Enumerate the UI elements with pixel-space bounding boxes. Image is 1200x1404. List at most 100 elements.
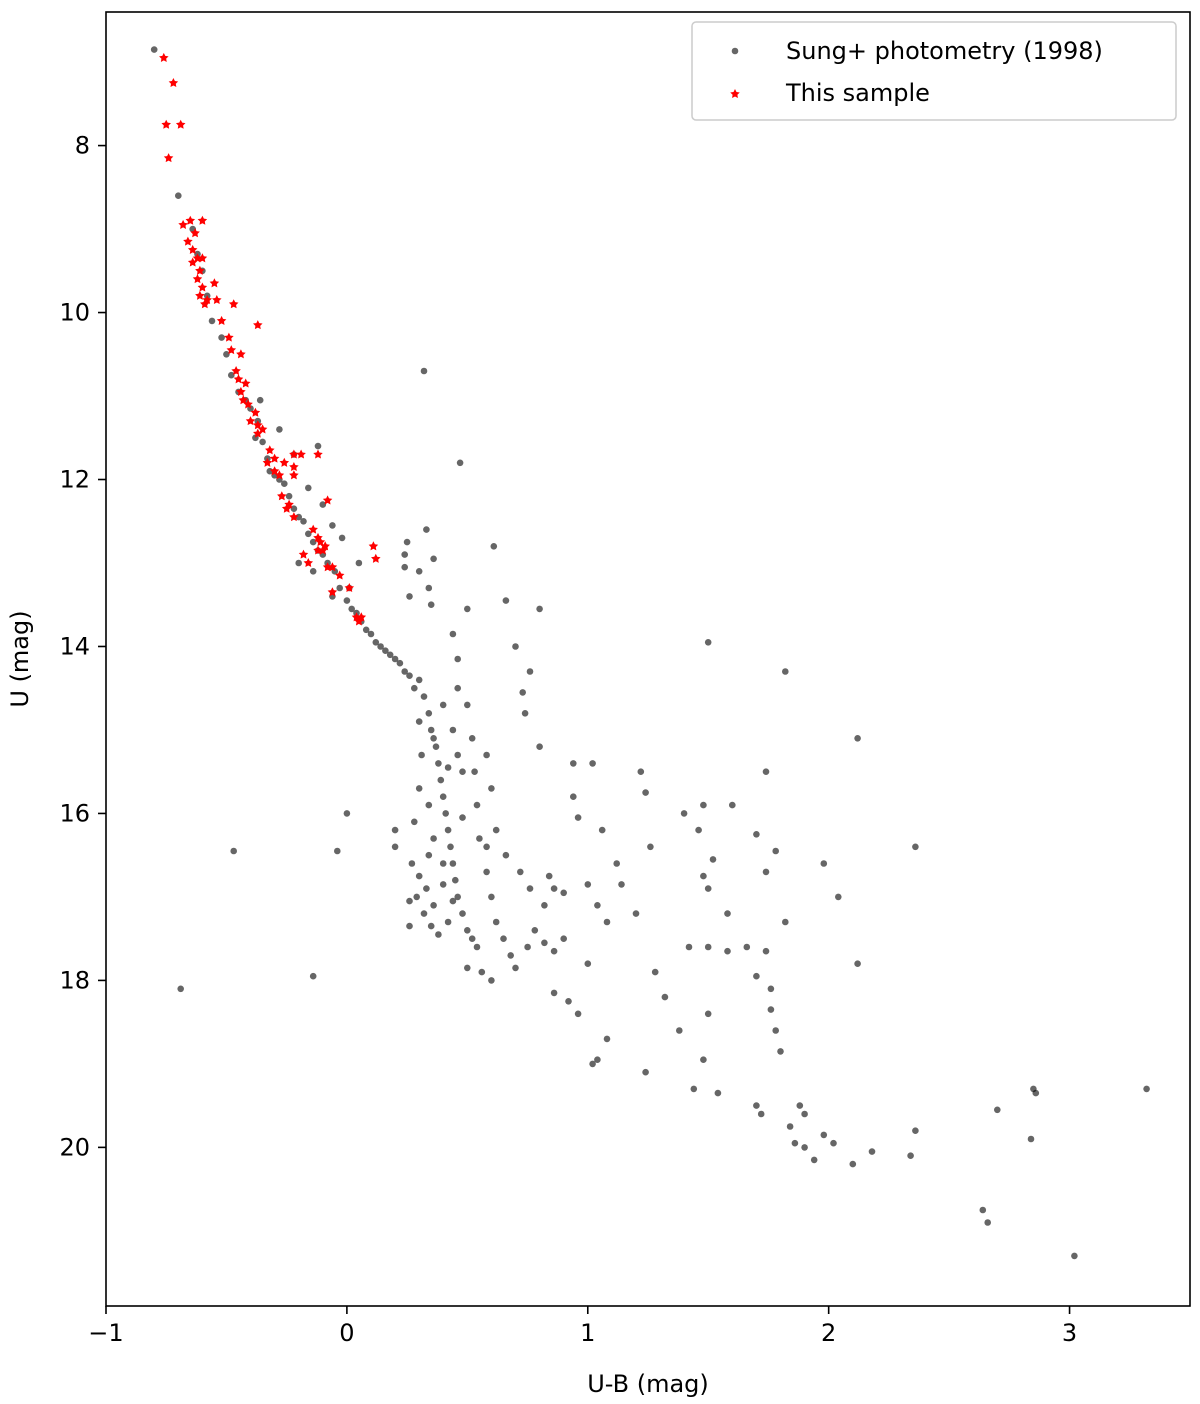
photometry-point — [488, 785, 495, 792]
sample-star-point — [262, 457, 273, 467]
photometry-point — [478, 968, 486, 976]
photometry-point — [536, 743, 543, 750]
photometry-point — [979, 1206, 987, 1214]
photometry-point — [439, 701, 447, 709]
photometry-point — [868, 1148, 876, 1155]
photometry-point — [464, 964, 471, 972]
sample-star-point — [253, 320, 263, 330]
photometry-point — [427, 922, 435, 930]
photometry-point — [560, 889, 567, 897]
sample-star-point — [183, 236, 193, 246]
photometry-point — [700, 872, 707, 880]
photometry-point — [724, 947, 731, 955]
photometry-point — [403, 538, 411, 546]
photometry-point — [704, 1010, 712, 1018]
photometry-point — [536, 605, 543, 613]
photometry-point — [406, 897, 413, 905]
photometry-point — [526, 885, 534, 892]
sample-star-point — [216, 315, 227, 325]
photometry-point — [651, 968, 659, 976]
photometry-point — [305, 484, 312, 492]
photometry-point — [1032, 1089, 1040, 1097]
photometry-point — [468, 935, 476, 942]
sample-star-point — [228, 299, 239, 309]
photometry-point — [415, 676, 423, 684]
photometry-point — [454, 893, 462, 901]
photometry-point — [541, 902, 548, 909]
photometry-point — [435, 931, 442, 938]
photometry-point — [408, 860, 416, 867]
x-tick-label: 0 — [339, 1319, 354, 1347]
photometry-point — [259, 438, 266, 446]
photometry-point — [452, 876, 459, 884]
photometry-point — [492, 918, 500, 926]
photometry-point — [502, 597, 510, 604]
photometry-point — [490, 543, 498, 550]
photometry-point — [427, 601, 435, 608]
photometry-point — [849, 1160, 857, 1168]
photometry-point — [753, 1102, 760, 1109]
photometry-point — [230, 847, 237, 855]
y-tick-label: 20 — [59, 1133, 90, 1161]
photometry-point — [423, 885, 430, 892]
photometry-point — [507, 952, 514, 959]
photometry-point — [483, 751, 490, 759]
photometry-point — [524, 943, 531, 951]
sample-star-point — [175, 119, 186, 129]
photometry-point — [835, 893, 842, 901]
photometry-point — [647, 843, 654, 851]
photometry-point — [1027, 1135, 1035, 1143]
sample-star-point — [236, 349, 246, 359]
sample-star-point — [224, 332, 234, 342]
photometry-point — [483, 868, 490, 876]
photometry-point — [729, 801, 736, 809]
legend-marker-sung — [731, 47, 739, 55]
photometry-point — [305, 530, 312, 538]
y-axis-label: U (mag) — [6, 610, 34, 707]
photometry-point — [336, 584, 344, 592]
y-tick-label: 12 — [59, 466, 90, 494]
photometry-point — [449, 860, 457, 867]
photometry-point — [420, 693, 428, 700]
photometry-point — [425, 801, 433, 809]
photometry-point — [415, 785, 423, 792]
photometry-point — [502, 851, 510, 859]
photometry-point — [762, 947, 770, 955]
photometry-point — [685, 943, 693, 951]
photometry-point — [476, 835, 483, 842]
legend: Sung+ photometry (1998) This sample — [691, 21, 1177, 121]
photometry-point — [488, 893, 495, 901]
photometry-point — [420, 367, 428, 375]
photometry-point — [319, 501, 327, 508]
photometry-point — [700, 1056, 707, 1063]
photometry-point — [430, 735, 437, 742]
plot-frame — [105, 11, 1191, 1307]
photometry-point — [767, 1006, 775, 1013]
photometry-point — [372, 639, 380, 646]
photometry-point — [714, 1089, 722, 1097]
photometry-point — [531, 927, 539, 934]
y-tick-label: 14 — [59, 632, 90, 660]
photometry-point — [454, 751, 462, 759]
sample-star-point — [161, 119, 171, 129]
photometry-point — [439, 881, 447, 888]
photometry-point — [810, 1156, 818, 1164]
photometry-point — [570, 760, 577, 767]
photometry-point — [1071, 1252, 1078, 1260]
photometry-point — [382, 647, 389, 654]
photometry-point — [223, 351, 230, 358]
photometry-point — [854, 960, 861, 967]
photometry-point — [329, 522, 336, 529]
photometry-point — [724, 910, 731, 917]
legend-box — [691, 21, 1177, 121]
photometry-point — [442, 810, 450, 817]
sample-star-point — [371, 553, 381, 563]
photometry-point — [432, 743, 440, 750]
photometry-point — [276, 426, 283, 433]
photometry-point — [362, 626, 370, 634]
photometry-point — [430, 902, 437, 909]
photometry-point — [456, 459, 464, 467]
photometry-point — [348, 605, 356, 613]
photometry-point — [367, 630, 375, 638]
photometry-point — [411, 818, 418, 826]
